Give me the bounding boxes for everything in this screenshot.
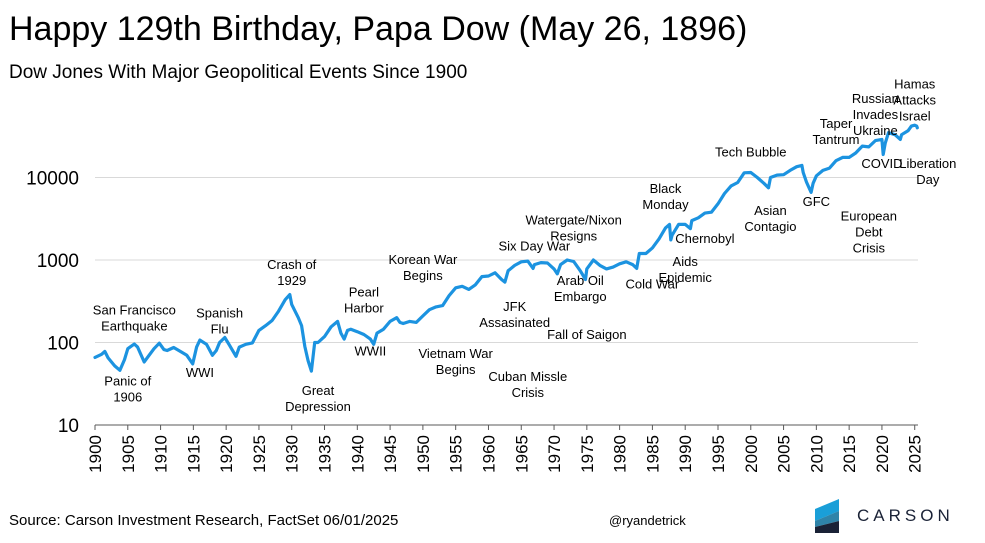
event-annotation: Great Depression xyxy=(285,383,351,414)
x-tick-label: 1920 xyxy=(217,435,236,473)
event-annotation: Liberation Day xyxy=(899,156,956,187)
x-tick-label: 1990 xyxy=(676,435,695,473)
x-tick-label: 1995 xyxy=(709,435,728,473)
x-tick-label: 1955 xyxy=(447,435,466,473)
carson-logo-text: CARSON xyxy=(857,506,954,525)
event-annotation: Crash of 1929 xyxy=(267,257,317,288)
event-annotation: Six Day War xyxy=(498,239,570,254)
x-tick-label: 1940 xyxy=(348,435,367,473)
y-tick-label: 100 xyxy=(47,334,79,355)
x-tick-label: 1925 xyxy=(250,435,269,473)
event-annotation: JFK Assasinated xyxy=(479,299,550,330)
x-tick-label: 1970 xyxy=(545,435,564,473)
author-handle: @ryandetrick xyxy=(609,513,686,528)
event-annotation: San Francisco Earthquake xyxy=(93,302,176,333)
x-tick-label: 1900 xyxy=(86,435,105,473)
event-annotation: Vietnam War Begins xyxy=(418,346,493,377)
chart-title: Happy 129th Birthday, Papa Dow (May 26, … xyxy=(9,10,748,48)
chart-subtitle: Dow Jones With Major Geopolitical Events… xyxy=(9,62,468,83)
source-note: Source: Carson Investment Research, Fact… xyxy=(9,512,399,529)
event-annotation: COVID xyxy=(861,156,902,171)
event-annotation: Hamas Attacks Israel xyxy=(893,76,936,123)
event-annotation: Chernobyl xyxy=(675,231,734,246)
x-tick-label: 2020 xyxy=(873,435,892,473)
event-annotation: European Debt Crisis xyxy=(841,209,897,256)
x-tick-label: 1985 xyxy=(643,435,662,473)
x-tick-label: 2005 xyxy=(775,435,794,473)
event-annotation: Aids Epidemic xyxy=(658,254,712,285)
x-tick-label: 2010 xyxy=(807,435,826,473)
x-tick-label: 1905 xyxy=(119,435,138,473)
x-tick-label: 2000 xyxy=(742,435,761,473)
y-tick-label: 10 xyxy=(58,416,79,437)
x-tick-label: 1975 xyxy=(578,435,597,473)
x-tick-label: 1910 xyxy=(152,435,171,473)
event-annotation: Fall of Saigon xyxy=(547,327,627,342)
x-tick-label: 1950 xyxy=(414,435,433,473)
x-tick-label: 1960 xyxy=(479,435,498,473)
event-annotation: Tech Bubble xyxy=(715,144,787,159)
event-annotation: WWII xyxy=(355,343,387,358)
carson-logo-icon xyxy=(815,499,839,533)
event-annotation: WWI xyxy=(186,365,214,380)
event-annotation: Arab Oil Embargo xyxy=(554,273,607,304)
event-annotation: Panic of 1906 xyxy=(104,374,151,405)
dow-jones-line xyxy=(93,123,919,373)
y-tick-label: 1000 xyxy=(37,251,79,272)
event-annotation: Cold War xyxy=(626,277,680,292)
x-tick-label: 1965 xyxy=(512,435,531,473)
event-annotation: Taper Tantrum xyxy=(813,116,860,147)
event-annotation: Asian Contagio xyxy=(744,203,796,234)
x-tick-label: 1935 xyxy=(316,435,335,473)
event-annotation: Russian Invades Ukraine xyxy=(852,91,899,138)
event-annotation: GFC xyxy=(803,194,830,209)
x-tick-label: 1915 xyxy=(184,435,203,473)
x-tick-label: 2025 xyxy=(906,435,925,473)
event-annotation: Pearl Harbor xyxy=(344,285,384,316)
event-annotation: Korean War Begins xyxy=(388,252,458,283)
carson-logo: CARSON xyxy=(813,497,973,535)
y-tick-label: 10000 xyxy=(26,169,79,190)
event-annotation: Spanish Flu xyxy=(196,306,243,337)
event-annotation: Watergate/Nixon Resigns xyxy=(526,212,622,243)
x-tick-label: 1945 xyxy=(381,435,400,473)
x-tick-label: 1930 xyxy=(283,435,302,473)
x-tick-label: 1980 xyxy=(611,435,630,473)
x-tick-label: 2015 xyxy=(840,435,859,473)
event-annotation: Cuban Missle Crisis xyxy=(488,369,567,400)
event-annotation: Black Monday xyxy=(642,181,689,212)
